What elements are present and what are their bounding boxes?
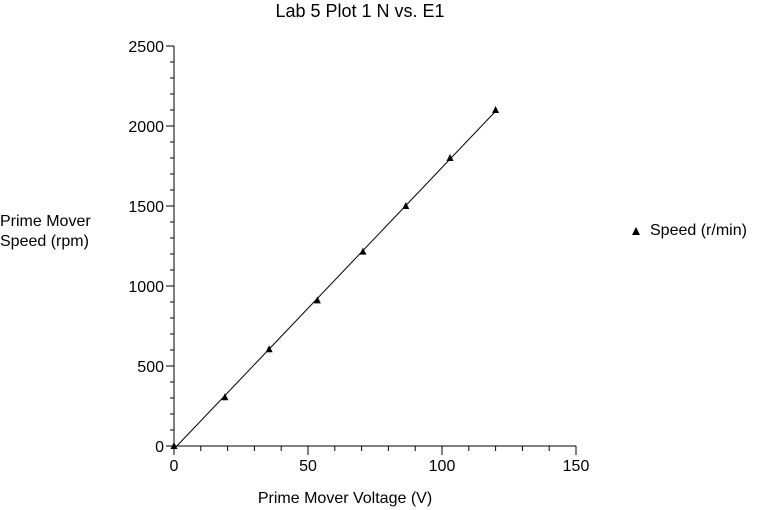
- data-point-triangle: [359, 247, 367, 255]
- legend-label: Speed (r/min): [650, 222, 747, 239]
- y-tick-label: 0: [155, 439, 164, 456]
- axes: [173, 46, 576, 447]
- data-point-triangle: [221, 393, 229, 401]
- y-axis-label: Prime Mover Speed (rpm): [0, 213, 91, 250]
- y-tick-label: 500: [137, 359, 164, 376]
- x-tick-label: 50: [299, 458, 317, 475]
- chart-title: Lab 5 Plot 1 N vs. E1: [275, 1, 445, 21]
- data-points: [170, 106, 500, 449]
- data-point-triangle: [446, 154, 454, 161]
- trendline: [173, 110, 496, 450]
- y-tick-label: 2000: [128, 119, 164, 136]
- x-tick-label: 150: [563, 458, 590, 475]
- tick-labels: 0 500 1000 1500 2000 2500 0 50 100 150: [128, 39, 589, 475]
- trendline-line: [173, 110, 496, 450]
- data-point-triangle: [313, 296, 321, 304]
- x-tick-label: 100: [429, 458, 456, 475]
- y-tick-label: 1000: [128, 279, 164, 296]
- data-point-triangle: [170, 442, 178, 449]
- ticks: [166, 45, 577, 455]
- y-tick-label: 2500: [128, 39, 164, 56]
- legend-triangle-marker-icon: [632, 227, 640, 235]
- legend: Speed (r/min): [630, 222, 747, 240]
- data-point-triangle: [265, 345, 273, 353]
- x-axis-label: Prime Mover Voltage (V): [257, 490, 433, 507]
- x-tick-label: 0: [170, 458, 179, 475]
- data-point-triangle: [402, 202, 410, 209]
- y-tick-label: 1500: [128, 199, 164, 216]
- data-point-triangle: [492, 106, 500, 113]
